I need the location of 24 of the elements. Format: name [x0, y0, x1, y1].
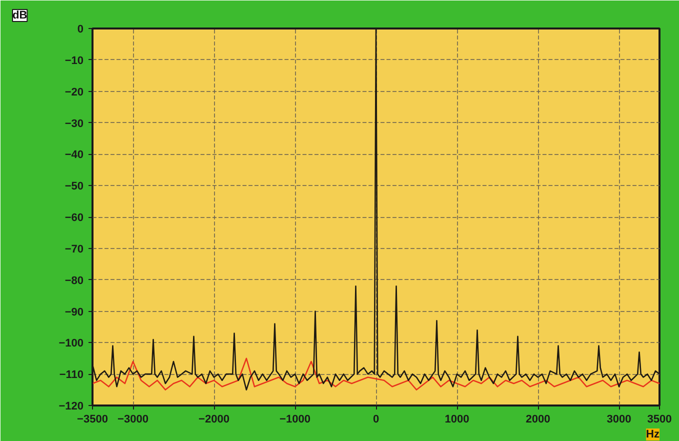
x-tick-label: 3500	[647, 414, 672, 426]
y-tick-label: −30	[64, 118, 84, 130]
x-tick-label: 3000	[606, 414, 632, 426]
x-tick-label: 2000	[526, 414, 550, 426]
y-tick-label: −40	[64, 149, 84, 162]
x-tick-label: −3500	[77, 414, 108, 426]
line-series	[92, 358, 660, 390]
y-tick-label: −120	[58, 400, 84, 412]
x-axis-title: Hz	[646, 428, 660, 440]
y-tick-label: −20	[64, 86, 84, 98]
x-tick-label: −3000	[118, 414, 148, 426]
y-tick-label: −110	[59, 369, 84, 382]
y-tick-label: −90	[64, 306, 84, 318]
x-tick-label: −2000	[198, 414, 230, 426]
y-tick-label: −80	[64, 274, 84, 287]
x-tick-label: −1000	[280, 414, 310, 426]
y-tick-label: 0	[77, 24, 84, 36]
x-tick-label: 1000	[444, 414, 470, 426]
y-tick-label: −50	[64, 180, 84, 193]
y-tick-label: −100	[58, 338, 84, 350]
y-tick-label: −60	[64, 212, 84, 224]
x-tick-label: 0	[372, 414, 380, 426]
y-tick-label: −10	[64, 54, 84, 67]
y-tick-label: −70	[64, 243, 84, 256]
